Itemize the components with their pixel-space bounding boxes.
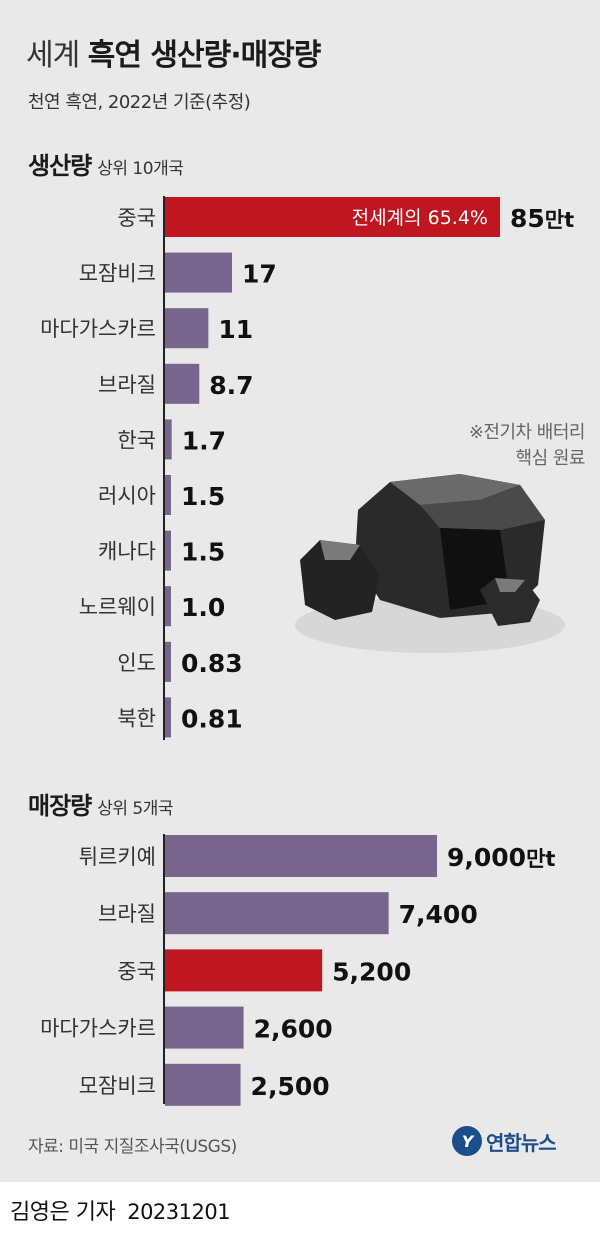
charts-svg: 중국 85만t 전세계의 65.4% 모잠비크 17 마다가스카르 11 브라질 8.7 한국 1.… [40,196,574,1106]
reserves-subtitle: 상위 5개국 [97,799,174,819]
production-category-label: 노르웨이 [79,595,156,619]
reserves-value-label: 9,000만t [447,843,555,872]
title-light: 세계 [26,38,80,73]
production-bar [165,252,232,293]
production-category-label: 인도 [117,651,156,675]
title-bold: 흑연 생산량·매장량 [87,38,322,73]
production-value-label: 85만t [510,204,574,233]
note-line-1: ※전기차 배터리 [468,422,586,443]
publish-date: 20231201 [127,1200,231,1224]
production-value-label: 1.5 [181,538,225,567]
production-value-label: 11 [218,315,253,344]
battery-note: ※전기차 배터리 핵심 원료 [400,420,586,472]
production-heading: 생산량 상위 10개국 [28,146,184,181]
reserves-value-label: 2,500 [251,1072,330,1101]
reserves-value-label: 5,200 [332,957,411,986]
production-chart: 중국 85만t 전세계의 65.4% 모잠비크 17 마다가스카르 11 브라질 8.7 한국 1.… [40,197,574,738]
production-bar [165,363,200,404]
subtitle: 천연 흑연, 2022년 기준(추정) [28,92,251,113]
reserves-value-label: 7,400 [399,900,478,929]
production-title: 생산량 [28,152,92,180]
production-bar [165,641,171,682]
reporter-name: 김영은 기자 [10,1200,116,1225]
reserves-heading: 매장량 상위 5개국 [28,786,174,821]
reserves-chart: 튀르키예 9,000만t 브라질 7,400 중국 5,200 마다가스카르 2,600 모잠비… [40,835,555,1106]
share-annotation: 전세계의 65.4% [352,207,488,229]
production-value-label: 0.81 [181,704,243,733]
production-bar [165,197,500,237]
production-category-label: 북한 [117,706,156,730]
page-title: 세계 흑연 생산량·매장량 [26,30,322,74]
brand-name: 연합뉴스 [486,1130,557,1155]
production-value-label: 17 [242,260,277,289]
reserves-bar [165,835,437,877]
production-category-label: 중국 [117,206,156,230]
production-bar [165,308,209,349]
reserves-bar [165,1006,244,1049]
production-category-label: 러시아 [98,484,156,508]
reserves-bar [165,1063,241,1106]
reserves-category-label: 모잠비크 [79,1074,156,1098]
reserves-category-label: 마다가스카르 [40,1017,156,1041]
reserves-category-label: 중국 [117,959,156,983]
graphite-rocks-illustration [295,474,565,653]
reserves-category-label: 튀르키예 [79,845,156,869]
yonhap-logo: Y 연합뉴스 [452,1126,557,1156]
production-category-label: 모잠비크 [79,262,156,286]
production-value-label: 1.5 [181,482,225,511]
production-category-label: 마다가스카르 [40,317,156,341]
production-subtitle: 상위 10개국 [97,159,184,179]
source-note: 자료: 미국 지질조사국(USGS) [28,1137,237,1157]
production-category-label: 캐나다 [98,540,156,564]
reserves-bar [165,892,389,935]
reserves-value-label: 2,600 [254,1015,333,1044]
production-bar [165,697,171,738]
byline: 김영은 기자 20231201 [10,1194,231,1226]
production-bar [165,475,171,515]
note-line-2: 핵심 원료 [515,448,586,469]
production-value-label: 1.7 [182,426,226,455]
production-value-label: 0.83 [181,649,243,678]
production-value-label: 8.7 [209,371,253,400]
production-bar [165,586,171,627]
reserves-title: 매장량 [28,792,92,820]
production-bar [165,530,171,571]
production-category-label: 브라질 [98,373,156,397]
production-category-label: 한국 [117,428,156,452]
production-bar [165,419,172,460]
reserves-bar [165,949,323,992]
reserves-category-label: 브라질 [98,902,156,926]
production-value-label: 1.0 [181,593,225,622]
yonhap-logo-icon: Y [452,1126,482,1156]
